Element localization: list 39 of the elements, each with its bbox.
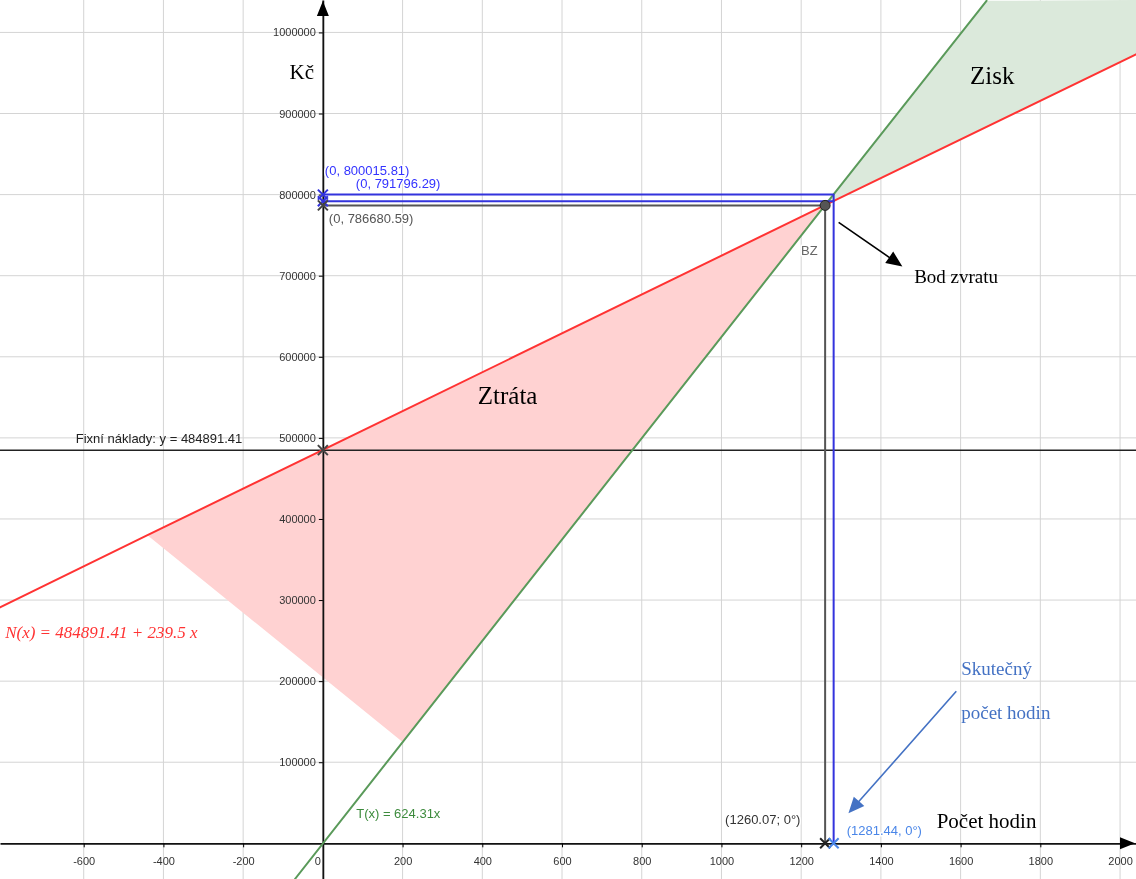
y-tick-label: 800000 xyxy=(279,188,316,201)
x-tick-label: 1000 xyxy=(709,854,735,867)
y-tick-label: 700000 xyxy=(279,269,316,282)
x-tick-label: -200 xyxy=(232,854,255,867)
y-tick-label: 200000 xyxy=(279,675,316,688)
y-tick-label: 400000 xyxy=(279,512,316,525)
annotation: (0, 786680.59) xyxy=(328,211,414,227)
annotation: (0, 800015.81) xyxy=(324,162,410,178)
x-tick-label: 0 xyxy=(314,854,321,867)
x-tick-label: 2000 xyxy=(1108,854,1133,867)
annotation: Ztráta xyxy=(477,382,538,410)
text: Skutečný počet hodin xyxy=(961,658,1051,724)
y-tick-label: 1000000 xyxy=(273,26,316,39)
x-tick-label: 1200 xyxy=(789,854,814,867)
annotation: BZ xyxy=(801,243,818,259)
annotation: T(x) = 624.31x xyxy=(356,806,441,822)
y-tick-label: 500000 xyxy=(279,431,316,444)
y-tick-label: 300000 xyxy=(279,594,316,607)
x-tick-label: 800 xyxy=(633,854,652,867)
x-tick-label: 1400 xyxy=(869,854,894,867)
annotation: (0, 791796.29) xyxy=(355,176,441,192)
annotation: (1281.44, 0°) xyxy=(846,823,922,839)
y-tick-label: 900000 xyxy=(279,107,316,120)
y-tick-label: 100000 xyxy=(279,756,316,769)
x-axis-title: Počet hodin xyxy=(936,809,1037,834)
annotation: Bod zvratu xyxy=(914,266,999,288)
x-tick-label: 600 xyxy=(553,854,572,867)
y-axis-title: Kč xyxy=(289,60,315,85)
x-tick-label: -600 xyxy=(73,854,96,867)
x-tick-label: 1600 xyxy=(948,854,974,867)
x-tick-label: 1800 xyxy=(1028,854,1054,867)
x-tick-label: 200 xyxy=(393,854,413,867)
annotation: N(x) = 484891.41 + 239.5 x xyxy=(4,623,199,643)
annotation: (1260.07; 0°) xyxy=(725,812,801,828)
y-tick-label: 600000 xyxy=(279,350,316,363)
x-tick-label: -400 xyxy=(152,854,175,867)
annotation: Zisk xyxy=(970,62,1015,90)
x-tick-label: 400 xyxy=(473,854,492,867)
ref-line-label: Fixní náklady: y = 484891.41 xyxy=(75,431,243,447)
